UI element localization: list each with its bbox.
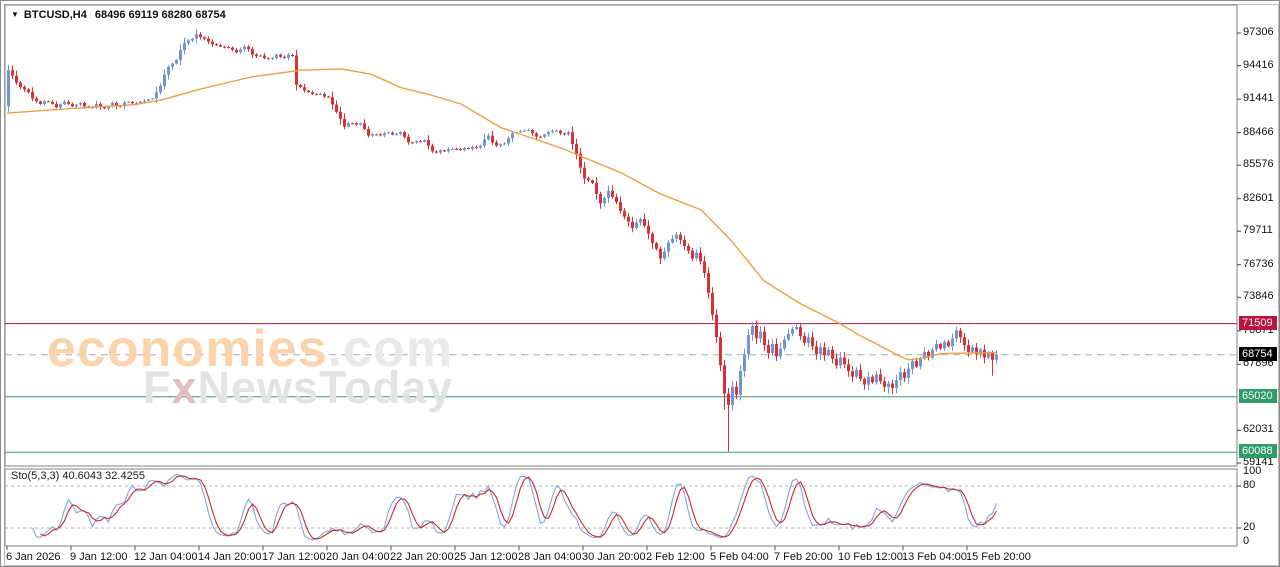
price-tick-label: 73846	[1243, 290, 1274, 302]
date-tick-label: 2 Feb 12:00	[646, 551, 705, 563]
sto-tick-label: 80	[1243, 479, 1256, 491]
date-tick-label: 17 Jan 12:00	[262, 551, 326, 563]
symbol-timeframe-label: BTCUSD,H4	[23, 9, 87, 21]
price-tick-label: 94416	[1243, 59, 1274, 71]
date-tick-label: 13 Feb 04:00	[902, 551, 967, 563]
stochastic-k-line	[31, 473, 998, 541]
price-tick-label: 59141	[1243, 456, 1274, 468]
date-tick-label: 9 Jan 12:00	[70, 551, 128, 563]
symbol-dropdown-icon[interactable]: ▼	[11, 10, 19, 19]
date-tick-label: 28 Jan 04:00	[518, 551, 582, 563]
stochastic-label: Sto(5,3,3) 40.6043 32.4255	[11, 470, 145, 482]
date-tick-label: 30 Jan 20:00	[582, 551, 646, 563]
date-tick-label: 20 Jan 04:00	[326, 551, 390, 563]
date-tick-label: 15 Feb 20:00	[966, 551, 1031, 563]
price-tick-label: 88466	[1243, 126, 1274, 138]
sto-tick-label: 0	[1243, 535, 1250, 547]
main-pane-border	[4, 4, 1238, 467]
price-tick-label: 82601	[1243, 192, 1274, 204]
price-badge-68754: 68754	[1239, 347, 1277, 361]
title-ohlc-values: 68496 69119 68280 68754	[94, 9, 226, 21]
date-tick-label: 7 Feb 20:00	[774, 551, 833, 563]
stochastic-d-line	[40, 475, 997, 540]
date-tick-label: 6 Jan 2026	[6, 551, 61, 563]
sto-tick-label: 20	[1243, 521, 1256, 533]
candlestick-series	[7, 29, 998, 452]
price-tick-label: 76736	[1243, 258, 1274, 270]
sto-tick-label: 100	[1243, 465, 1262, 477]
chart-title: ▼ BTCUSD,H4 68496 69119 68280 68754	[11, 9, 226, 21]
price-tick-label: 62031	[1243, 423, 1274, 435]
date-tick-label: 14 Jan 20:00	[198, 551, 262, 563]
price-badge-65020: 65020	[1239, 389, 1277, 403]
indicator-pane-border	[4, 468, 1238, 547]
moving-average-line[interactable]	[6, 68, 997, 361]
price-badge-71509: 71509	[1239, 316, 1277, 330]
price-badge-60088: 60088	[1239, 444, 1277, 458]
price-tick-label: 91441	[1243, 92, 1274, 104]
price-tick-label: 79711	[1243, 224, 1273, 236]
stochastic-pane[interactable]	[5, 473, 1237, 541]
date-tick-label: 25 Jan 12:00	[454, 551, 518, 563]
date-tick-label: 10 Feb 12:00	[838, 551, 903, 563]
date-tick-label: 12 Jan 04:00	[134, 551, 198, 563]
price-tick-label: 97306	[1243, 26, 1274, 38]
date-tick-label: 22 Jan 20:00	[390, 551, 454, 563]
axis-ticks	[6, 32, 1241, 550]
date-tick-label: 5 Feb 04:00	[710, 551, 769, 563]
price-tick-label: 85576	[1243, 158, 1274, 170]
main-chart-pane[interactable]	[5, 29, 1237, 453]
